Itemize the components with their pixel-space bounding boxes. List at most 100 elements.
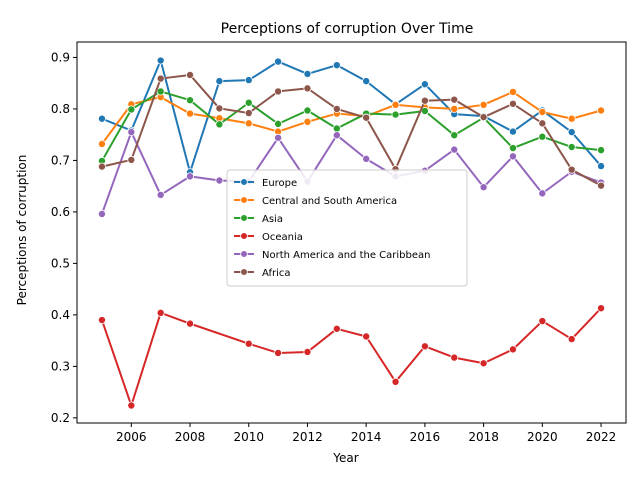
data-point: [97, 316, 106, 325]
data-point: [97, 114, 106, 123]
y-axis: 0.2 0.3 0.4 0.5 0.6 0.7 0.8 0.9: [51, 50, 77, 425]
data-point: [508, 345, 517, 354]
data-point: [450, 95, 459, 104]
y-tick-label: 0.5: [51, 256, 70, 270]
data-point: [244, 109, 253, 118]
legend-label: Asia: [262, 214, 283, 225]
data-point: [274, 57, 283, 66]
data-point: [508, 99, 517, 108]
x-tick-label: 2018: [468, 430, 499, 444]
data-point: [97, 139, 106, 148]
data-point: [156, 190, 165, 199]
data-point: [127, 155, 136, 164]
x-tick-label: 2022: [586, 430, 617, 444]
data-point: [508, 127, 517, 136]
data-point: [538, 132, 547, 141]
y-tick-label: 0.3: [51, 359, 70, 373]
data-point: [127, 105, 136, 114]
y-tick-label: 0.8: [51, 102, 70, 116]
x-tick-label: 2010: [233, 430, 264, 444]
data-point: [186, 70, 195, 79]
data-point: [332, 104, 341, 113]
data-point: [597, 304, 606, 313]
legend-marker: [240, 250, 248, 258]
series-0: [97, 56, 606, 177]
x-axis: 2006 2008 2010 2012 2014 2016 2018 2020 2022: [116, 423, 616, 444]
data-point: [186, 109, 195, 118]
data-point: [538, 108, 547, 117]
x-tick-label: 2006: [116, 430, 147, 444]
data-point: [508, 87, 517, 96]
x-tick-label: 2012: [292, 430, 323, 444]
data-point: [244, 119, 253, 128]
data-point: [274, 348, 283, 357]
x-axis-label: Year: [332, 451, 358, 465]
y-axis-label: Perceptions of corruption: [15, 155, 29, 306]
legend-marker: [240, 178, 248, 186]
data-point: [567, 128, 576, 137]
data-point: [362, 332, 371, 341]
data-point: [567, 335, 576, 344]
data-point: [597, 181, 606, 190]
series-2: [97, 87, 606, 165]
data-point: [420, 342, 429, 351]
series-line: [101, 90, 602, 145]
data-point: [332, 124, 341, 133]
data-point: [303, 69, 312, 78]
legend-marker: [240, 196, 248, 204]
data-point: [156, 87, 165, 96]
data-point: [156, 74, 165, 83]
x-tick-label: 2008: [175, 430, 206, 444]
data-point: [244, 339, 253, 348]
data-point: [567, 165, 576, 174]
data-point: [479, 359, 488, 368]
series-3: [97, 304, 606, 410]
data-point: [215, 176, 224, 185]
y-tick-label: 0.2: [51, 411, 70, 425]
legend-label: North America and the Caribbean: [262, 250, 430, 261]
data-point: [479, 183, 488, 192]
data-point: [508, 144, 517, 153]
series-line: [101, 307, 602, 407]
data-point: [391, 110, 400, 119]
data-point: [450, 131, 459, 140]
legend-label: Africa: [262, 268, 291, 279]
legend-label: Europe: [262, 178, 297, 189]
series-line: [101, 59, 602, 174]
data-point: [567, 114, 576, 123]
x-tick-label: 2020: [527, 430, 558, 444]
legend-marker: [240, 268, 248, 276]
data-point: [274, 87, 283, 96]
data-point: [186, 172, 195, 181]
data-point: [127, 401, 136, 410]
data-point: [303, 84, 312, 93]
legend: Europe Central and South America Asia Ocean…: [226, 169, 468, 287]
data-point: [362, 154, 371, 163]
legend-marker: [240, 214, 248, 222]
x-tick-label: 2016: [410, 430, 441, 444]
data-point: [420, 80, 429, 89]
legend-marker: [240, 232, 248, 240]
data-point: [391, 377, 400, 386]
data-point: [597, 106, 606, 115]
data-point: [362, 113, 371, 122]
data-point: [274, 119, 283, 128]
data-point: [450, 145, 459, 154]
data-point: [215, 104, 224, 113]
data-point: [274, 133, 283, 142]
data-point: [479, 100, 488, 109]
data-point: [597, 146, 606, 155]
data-point: [450, 353, 459, 362]
data-point: [215, 77, 224, 86]
legend-box: [226, 169, 468, 287]
data-point: [597, 162, 606, 171]
data-point: [127, 128, 136, 137]
data-point: [479, 113, 488, 122]
plot-frame: [76, 41, 627, 424]
legend-label: Central and South America: [262, 196, 397, 207]
data-point: [420, 96, 429, 105]
y-tick-label: 0.6: [51, 205, 70, 219]
data-point: [244, 98, 253, 107]
series-line: [101, 73, 602, 187]
